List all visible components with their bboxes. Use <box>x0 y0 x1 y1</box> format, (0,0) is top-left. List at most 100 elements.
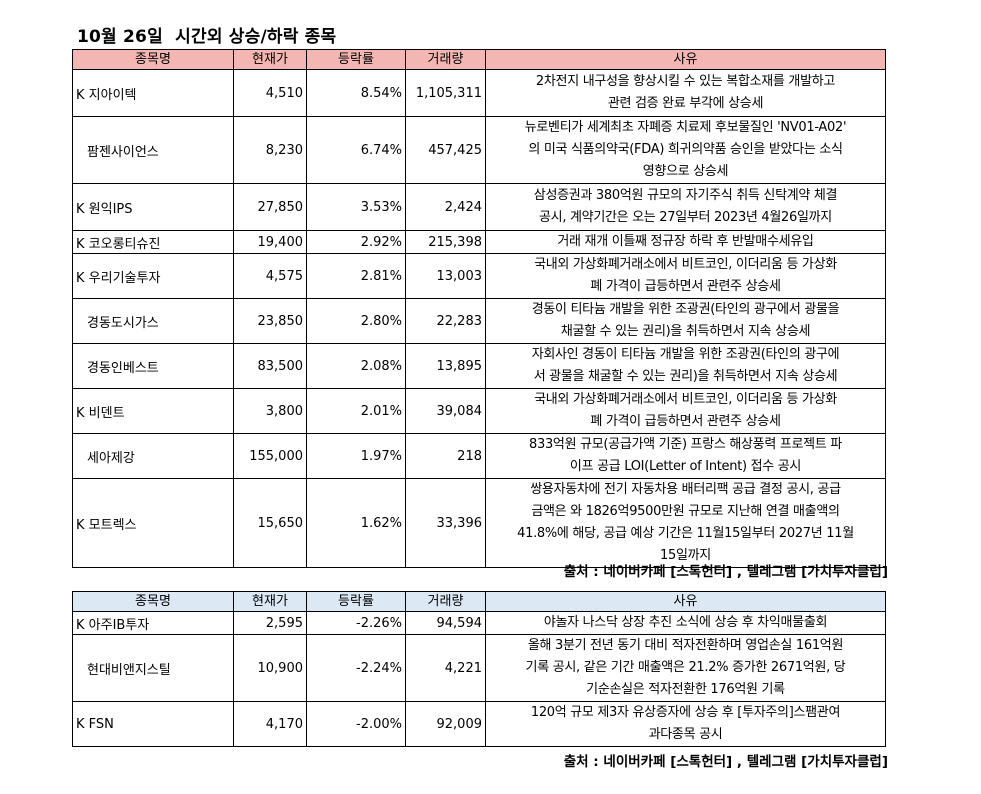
stock-name: 경동도시가스 <box>72 298 234 344</box>
volume-cell: 2,424 <box>405 183 486 231</box>
reason-line: 삼성증권과 380억원 규모의 자기주식 취득 신탁계약 체결 <box>533 188 838 203</box>
losers-header-row: 종목명 현재가 등락률 거래량 사유 <box>72 591 886 612</box>
stock-name: K 모트렉스 <box>72 478 234 568</box>
change-cell: 1.62% <box>306 478 406 568</box>
reason-line: 경동이 티타늄 개발을 위한 조광권(타인의 광구에서 광물을 <box>531 302 840 317</box>
table-row: K FSN 4,170 -2.00% 92,009 120억 규모 제3자 유상증자에 … <box>72 701 886 747</box>
gainers-table: 종목명 현재가 등락률 거래량 사유 K 지아이텍 4,510 8.54% 1,105… <box>72 49 886 568</box>
stock-name: K 원익IPS <box>72 183 234 231</box>
reason-line: 올해 3분기 전년 동기 대비 적자전환하며 영업손실 161억원 <box>527 638 844 653</box>
reason-cell: 국내외 가상화폐거래소에서 비트코인, 이더리움 등 가상화 폐 가격이 급등하면… <box>485 253 886 299</box>
price-cell: 4,510 <box>233 69 307 117</box>
volume-cell: 218 <box>405 433 486 479</box>
volume-cell: 457,425 <box>405 116 486 184</box>
reason-line: 야놀자 나스닥 상장 추진 소식에 상승 후 차익매물출회 <box>543 615 828 630</box>
header-name: 종목명 <box>72 591 234 612</box>
header-price: 현재가 <box>233 49 307 70</box>
change-cell: 2.80% <box>306 298 406 344</box>
table-row: 현대비앤지스틸 10,900 -2.24% 4,221 올해 3분기 전년 동기 대비 … <box>72 634 886 702</box>
reason-line: 기순손실은 적자전환한 176억원 기록 <box>586 682 785 697</box>
reason-line: 뉴로벤티가 세계최초 자폐증 치료제 후보물질인 'NV01-A02' <box>524 120 847 135</box>
stock-name: 경동인베스트 <box>72 343 234 389</box>
header-reason: 사유 <box>485 49 886 70</box>
table-row: K 코오롱티슈진 19,400 2.92% 215,398 거래 재개 이틀째 정규장 … <box>72 230 886 254</box>
table-row: K 비덴트 3,800 2.01% 39,084 국내외 가상화폐거래소에서 비트코인,… <box>72 388 886 434</box>
change-cell: -2.00% <box>306 701 406 747</box>
stock-name: K FSN <box>72 701 234 747</box>
volume-cell: 1,105,311 <box>405 69 486 117</box>
change-cell: -2.24% <box>306 634 406 702</box>
reason-line: 과다종목 공시 <box>648 727 723 742</box>
reason-cell: 2차전지 내구성을 향상시킬 수 있는 복합소재를 개발하고 관련 검증 완료 부… <box>485 69 886 117</box>
stock-name: 현대비앤지스틸 <box>72 634 234 702</box>
change-cell: 2.08% <box>306 343 406 389</box>
price-cell: 83,500 <box>233 343 307 389</box>
stock-name: K 아주IB투자 <box>72 611 234 635</box>
source-note: 출처 : 네이버카페 [스톡헌터] , 텔레그램 [가치투자클럽] <box>563 564 888 580</box>
stock-name: K 비덴트 <box>72 388 234 434</box>
volume-cell: 92,009 <box>405 701 486 747</box>
reason-line: 폐 가격이 급등하면서 관련주 상승세 <box>590 279 781 294</box>
header-reason: 사유 <box>485 591 886 612</box>
reason-line: 41.8%에 해당, 공급 예상 기간은 11월15일부터 2027년 11월 <box>517 526 854 541</box>
reason-cell: 야놀자 나스닥 상장 추진 소식에 상승 후 차익매물출회 <box>485 611 886 635</box>
price-cell: 23,850 <box>233 298 307 344</box>
reason-line: 금액은 와 1826억9500만원 규모로 지난해 연결 매출액의 <box>531 504 840 519</box>
price-cell: 10,900 <box>233 634 307 702</box>
volume-cell: 22,283 <box>405 298 486 344</box>
page-title: 10월 26일 시간외 상승/하락 종목 <box>77 27 337 47</box>
reason-line: 거래 재개 이틀째 정규장 하락 후 반발매수세유입 <box>557 234 814 249</box>
reason-line: 서 광물을 채굴할 수 있는 권리)을 취득하면서 지속 상승세 <box>533 369 838 384</box>
table-row: 세아제강 155,000 1.97% 218 833억원 규모(공급가액 기준) 프랑스… <box>72 433 886 479</box>
volume-cell: 13,895 <box>405 343 486 389</box>
reason-cell: 뉴로벤티가 세계최초 자폐증 치료제 후보물질인 'NV01-A02' 의 미국 … <box>485 116 886 184</box>
header-change: 등락률 <box>306 591 406 612</box>
reason-line: 15일까지 <box>660 548 711 563</box>
change-cell: 3.53% <box>306 183 406 231</box>
stock-name: K 지아이텍 <box>72 69 234 117</box>
stock-name: 세아제강 <box>72 433 234 479</box>
reason-line: 자회사인 경동이 티타늄 개발을 위한 조광권(타인의 광구에 <box>531 347 840 362</box>
volume-cell: 39,084 <box>405 388 486 434</box>
reason-cell: 거래 재개 이틀째 정규장 하락 후 반발매수세유입 <box>485 230 886 254</box>
price-cell: 15,650 <box>233 478 307 568</box>
table-row: K 모트렉스 15,650 1.62% 33,396 쌍용자동차에 전기 자동차용 배터… <box>72 478 886 568</box>
header-name: 종목명 <box>72 49 234 70</box>
volume-cell: 215,398 <box>405 230 486 254</box>
table-row: K 우리기술투자 4,575 2.81% 13,003 국내외 가상화폐거래소에서 비트… <box>72 253 886 299</box>
reason-cell: 삼성증권과 380억원 규모의 자기주식 취득 신탁계약 체결 공시, 계약기간은… <box>485 183 886 231</box>
change-cell: 1.97% <box>306 433 406 479</box>
reason-line: 기록 공시, 같은 기간 매출액은 21.2% 증가한 2671억원, 당 <box>525 660 846 675</box>
table-row: K 원익IPS 27,850 3.53% 2,424 삼성증권과 380억원 규모의 자… <box>72 183 886 231</box>
volume-cell: 94,594 <box>405 611 486 635</box>
source-note: 출처 : 네이버카페 [스톡헌터] , 텔레그램 [가치투자클럽] <box>563 754 888 770</box>
change-cell: 2.81% <box>306 253 406 299</box>
price-cell: 3,800 <box>233 388 307 434</box>
reason-line: 국내외 가상화폐거래소에서 비트코인, 이더리움 등 가상화 <box>534 392 837 407</box>
stock-name: K 코오롱티슈진 <box>72 230 234 254</box>
change-cell: 2.92% <box>306 230 406 254</box>
change-cell: -2.26% <box>306 611 406 635</box>
reason-line: 이프 공급 LOI(Letter of Intent) 접수 공시 <box>569 459 802 474</box>
reason-cell: 쌍용자동차에 전기 자동차용 배터리팩 공급 결정 공시, 공급 금액은 와 18… <box>485 478 886 568</box>
price-cell: 155,000 <box>233 433 307 479</box>
reason-line: 833억원 규모(공급가액 기준) 프랑스 해상풍력 프로젝트 파 <box>529 437 842 452</box>
price-cell: 4,575 <box>233 253 307 299</box>
table-row: 경동인베스트 83,500 2.08% 13,895 자회사인 경동이 티타늄 개발을 … <box>72 343 886 389</box>
table-row: 팜젠사이언스 8,230 6.74% 457,425 뉴로벤티가 세계최초 자폐증 치료… <box>72 116 886 184</box>
reason-line: 영향으로 상승세 <box>642 164 729 179</box>
change-cell: 6.74% <box>306 116 406 184</box>
losers-table: 종목명 현재가 등락률 거래량 사유 K 아주IB투자 2,595 -2.26% 94… <box>72 591 886 747</box>
volume-cell: 33,396 <box>405 478 486 568</box>
table-row: K 아주IB투자 2,595 -2.26% 94,594 야놀자 나스닥 상장 추진 소… <box>72 611 886 635</box>
price-cell: 8,230 <box>233 116 307 184</box>
volume-cell: 4,221 <box>405 634 486 702</box>
header-price: 현재가 <box>233 591 307 612</box>
header-change: 등락률 <box>306 49 406 70</box>
table-row: K 지아이텍 4,510 8.54% 1,105,311 2차전지 내구성을 향상시킬 … <box>72 69 886 117</box>
stock-name: 팜젠사이언스 <box>72 116 234 184</box>
reason-line: 의 미국 식품의약국(FDA) 희귀의약품 승인을 받았다는 소식 <box>528 142 843 157</box>
stock-name: K 우리기술투자 <box>72 253 234 299</box>
price-cell: 2,595 <box>233 611 307 635</box>
